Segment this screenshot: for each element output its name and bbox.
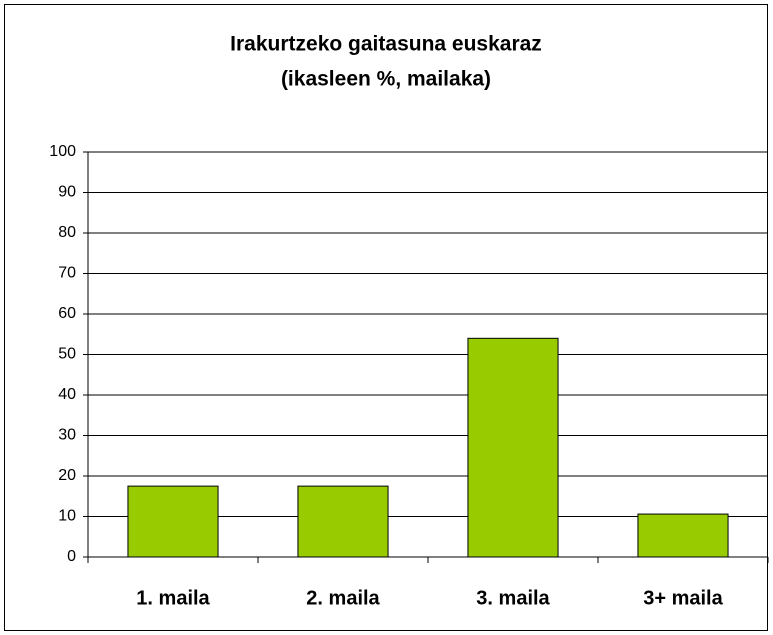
y-tick-label: 50 (58, 346, 76, 363)
bar (127, 485, 219, 558)
x-tick-label: 2. maila (306, 587, 380, 609)
y-tick-label: 70 (58, 265, 76, 282)
bar (467, 337, 559, 558)
y-tick-label: 90 (58, 184, 76, 201)
bar (297, 485, 389, 558)
y-tick-label: 60 (58, 305, 76, 322)
chart-subtitle: (ikasleen %, mailaka) (281, 68, 491, 91)
y-tick-label: 40 (58, 386, 76, 403)
y-tick-label: 80 (58, 224, 76, 241)
y-tick-label: 10 (58, 508, 76, 525)
y-tick-label: 0 (67, 548, 76, 565)
chart-title: Irakurtzeko gaitasuna euskaraz (230, 33, 542, 56)
x-tick-label: 3. maila (476, 587, 550, 609)
y-tick-label: 20 (58, 467, 76, 484)
x-tick-label: 3+ maila (643, 587, 723, 609)
y-tick-label: 100 (49, 143, 76, 160)
y-tick-label: 30 (58, 427, 76, 444)
bar (637, 513, 729, 558)
x-tick-label: 1. maila (136, 587, 210, 609)
